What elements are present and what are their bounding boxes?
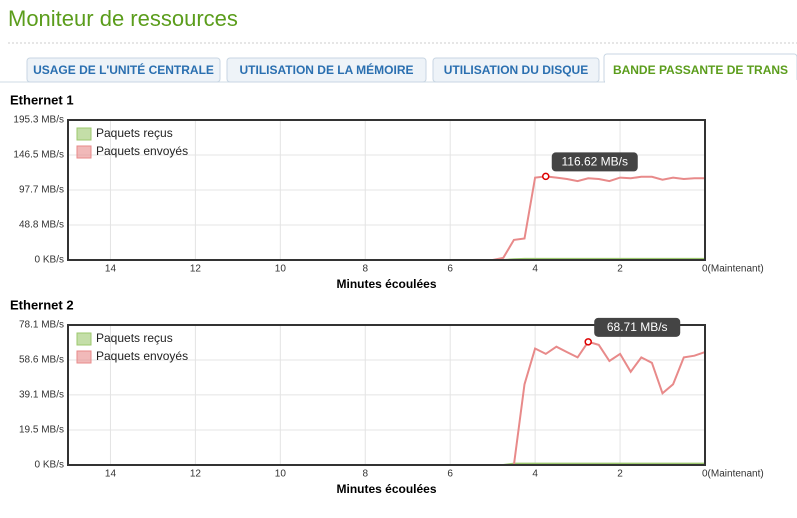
legend-label: Paquets envoyés (96, 349, 188, 363)
y-tick-label: 58.6 MB/s (19, 355, 64, 366)
page-title: Moniteur de ressources (8, 6, 238, 31)
legend-swatch (76, 127, 92, 141)
tab-label: USAGE DE L'UNITÉ CENTRALE (33, 62, 214, 77)
plot-border (67, 119, 706, 261)
y-tick-label: 48.8 MB/s (19, 220, 64, 231)
y-tick-label: 97.7 MB/s (19, 185, 64, 196)
x-tick-label: 10 (275, 264, 287, 275)
x-tick-label: 10 (275, 469, 287, 480)
annotation-point (584, 338, 592, 346)
tab[interactable] (26, 57, 221, 83)
tab-cover (605, 80, 797, 84)
legend-swatch (76, 145, 92, 159)
x-tick-label: 6 (447, 469, 453, 480)
chart-title: Ethernet 2 (10, 297, 74, 312)
tab-label: BANDE PASSANTE DE TRANS (613, 63, 788, 77)
x-tick-label: 8 (362, 469, 368, 480)
tooltip-label: 68.71 MB/s (607, 320, 668, 334)
tooltip (594, 317, 681, 337)
x-axis-label: Minutes écoulées (336, 277, 436, 291)
annotation-point (542, 172, 550, 181)
x-axis-label: Minutes écoulées (336, 482, 436, 496)
x-tick-label: 2 (617, 469, 623, 480)
legend-swatch (76, 350, 92, 364)
x-tick-label: 8 (362, 264, 368, 275)
x-tick-label: 0(Maintenant) (702, 469, 764, 480)
x-tick-label: 2 (617, 264, 623, 275)
x-tick-label: 14 (105, 264, 117, 275)
chart-title: Ethernet 1 (10, 92, 74, 107)
tab[interactable] (432, 57, 600, 83)
legend-label: Paquets reçus (96, 331, 173, 345)
tooltip-label: 116.62 MB/s (562, 155, 628, 169)
x-tick-label: 0(Maintenant) (702, 264, 764, 275)
tab-label: UTILISATION DU DISQUE (444, 63, 588, 77)
legend-label: Paquets reçus (96, 126, 173, 140)
y-tick-label: 0 KB/s (35, 255, 64, 266)
y-tick-label: 0 KB/s (35, 460, 64, 471)
plot-border (67, 324, 706, 466)
legend-label: Paquets envoyés (96, 144, 188, 158)
y-tick-label: 78.1 MB/s (19, 320, 64, 331)
x-tick-label: 12 (190, 469, 202, 480)
x-tick-label: 14 (105, 469, 117, 480)
tab[interactable] (226, 57, 427, 83)
y-tick-label: 19.5 MB/s (19, 425, 64, 436)
y-tick-label: 195.3 MB/s (13, 115, 64, 126)
y-tick-label: 146.5 MB/s (13, 150, 64, 161)
tooltip (551, 152, 638, 172)
x-tick-label: 4 (532, 264, 538, 275)
x-tick-label: 4 (532, 469, 538, 480)
x-tick-label: 12 (190, 264, 202, 275)
legend-swatch (76, 332, 92, 346)
tab-label: UTILISATION DE LA MÉMOIRE (240, 62, 414, 77)
y-tick-label: 39.1 MB/s (19, 390, 64, 401)
x-tick-label: 6 (447, 264, 453, 275)
